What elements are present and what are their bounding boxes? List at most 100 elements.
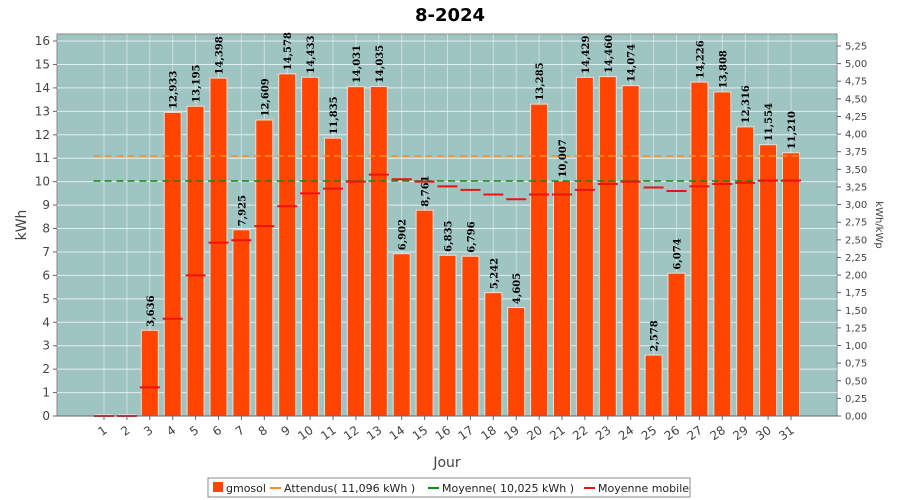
bar-value-label: 4,605 <box>512 273 523 304</box>
bar <box>187 106 204 416</box>
bar <box>576 77 593 417</box>
bar <box>462 256 479 416</box>
bar <box>691 82 708 416</box>
y-right-tick-label: 0,25 <box>845 394 867 405</box>
y-right-tick-label: 3,75 <box>845 147 867 158</box>
x-tick-label: 30 <box>753 423 774 443</box>
x-tick-label: 3 <box>141 423 155 439</box>
x-tick-label: 15 <box>410 423 431 443</box>
legend-label-moyenne: Moyenne( 10,025 kWh ) <box>442 482 574 495</box>
x-tick-label: 22 <box>570 423 591 443</box>
bar <box>760 145 777 416</box>
x-tick-label: 11 <box>318 423 339 443</box>
y-tick-label: 11 <box>35 151 50 165</box>
y-axis-right: 0,00 0,25 0,50 0,75 1,00 1,25 1,50 1,75 2,00 2,25… <box>837 41 867 423</box>
bar-value-label: 12,933 <box>169 71 180 109</box>
bar-value-label: 14,429 <box>581 36 592 74</box>
bar-value-label: 7,925 <box>237 195 248 226</box>
bar-value-label: 10,007 <box>558 139 569 177</box>
bar-value-label: 14,433 <box>306 35 317 73</box>
bar <box>554 181 570 416</box>
y-tick-label: 13 <box>35 104 50 118</box>
chart-title: 8-2024 <box>415 5 485 26</box>
x-tick-label: 4 <box>164 423 178 439</box>
y-tick-label: 14 <box>35 81 50 95</box>
bar <box>599 77 616 417</box>
moving-average-marks <box>94 173 801 417</box>
x-tick-label: 21 <box>547 423 568 443</box>
bar <box>714 92 731 416</box>
bar-value-label: 12,316 <box>741 85 752 123</box>
bar-value-label: 13,285 <box>535 62 546 100</box>
y-tick-label: 8 <box>42 222 50 236</box>
y-axis-title: kWh <box>14 210 30 241</box>
bar-value-label: 6,074 <box>673 238 684 269</box>
legend-label-gmosol: gmosol <box>226 482 266 495</box>
y-tick-label: 0 <box>42 409 50 423</box>
x-axis-title: Jour <box>432 455 461 471</box>
bar-value-label: 3,636 <box>146 295 157 326</box>
legend-label-moyenne-mobile: Moyenne mobile <box>598 482 689 495</box>
y-right-tick-label: 1,25 <box>845 323 867 334</box>
x-tick-label: 26 <box>662 423 683 443</box>
bar-value-labels: 3,636 12,933 13,195 14,398 7,925 12,609 14,578… <box>146 32 798 352</box>
y-right-tick-label: 3,25 <box>845 182 867 193</box>
x-tick-label: 29 <box>730 423 751 443</box>
x-tick-label: 19 <box>501 423 522 443</box>
x-tick-label: 14 <box>387 423 408 443</box>
y-right-tick-label: 2,00 <box>845 271 867 282</box>
y-right-tick-label: 2,50 <box>845 235 867 246</box>
x-tick-label: 23 <box>593 423 614 443</box>
bar-value-label: 14,398 <box>215 36 226 74</box>
bar-value-label: 8,761 <box>421 175 432 206</box>
x-tick-label: 24 <box>616 423 637 443</box>
y-right-tick-label: 4,75 <box>845 77 867 88</box>
y-tick-label: 9 <box>42 198 50 212</box>
bar <box>416 210 433 416</box>
y-tick-label: 1 <box>42 386 50 400</box>
bar <box>164 112 181 417</box>
bar-value-label: 12,609 <box>260 78 271 116</box>
y-right-tick-label: 2,75 <box>845 218 867 229</box>
legend: gmosol Attendus( 11,096 kWh ) Moyenne( 1… <box>207 477 691 498</box>
bar <box>439 255 456 416</box>
bar-value-label: 14,031 <box>352 45 363 83</box>
bar-value-label: 11,835 <box>329 96 340 134</box>
bar-value-label: 14,578 <box>283 32 294 70</box>
bar-value-label: 13,808 <box>718 50 729 88</box>
x-tick-label: 9 <box>279 423 293 439</box>
bar <box>302 77 319 416</box>
legend-box <box>207 477 691 498</box>
y-right-tick-label: 3,50 <box>845 165 867 176</box>
y-right-tick-label: 4,00 <box>845 130 867 141</box>
y-right-tick-label: 1,75 <box>845 288 867 299</box>
bar-value-label: 14,035 <box>375 45 386 83</box>
y-tick-label: 10 <box>35 175 50 189</box>
bars <box>95 73 800 417</box>
y-tick-label: 6 <box>42 268 50 282</box>
bar <box>737 127 754 416</box>
x-tick-label: 31 <box>776 423 797 443</box>
bar-value-label: 13,195 <box>192 64 203 102</box>
bar-value-label: 5,242 <box>489 258 500 289</box>
x-tick-label: 10 <box>295 423 316 443</box>
x-tick-label: 2 <box>118 423 132 439</box>
bar <box>279 74 296 416</box>
bar-value-label: 14,460 <box>604 35 615 73</box>
y-tick-label: 16 <box>35 34 50 48</box>
x-tick-label: 12 <box>341 423 362 443</box>
x-tick-label: 16 <box>433 423 454 443</box>
y-right-tick-label: 0,50 <box>845 376 867 387</box>
x-tick-label: 25 <box>639 423 660 443</box>
y-tick-label: 4 <box>42 315 50 329</box>
y-tick-label: 5 <box>42 292 50 306</box>
y-right-tick-label: 0,00 <box>845 412 867 423</box>
bar-value-label: 14,226 <box>695 40 706 78</box>
y-right-tick-label: 4,50 <box>845 94 867 105</box>
bar <box>783 153 799 416</box>
y-right-tick-label: 4,25 <box>845 112 867 123</box>
bar <box>668 273 685 416</box>
y-right-tick-label: 5,25 <box>845 41 867 52</box>
